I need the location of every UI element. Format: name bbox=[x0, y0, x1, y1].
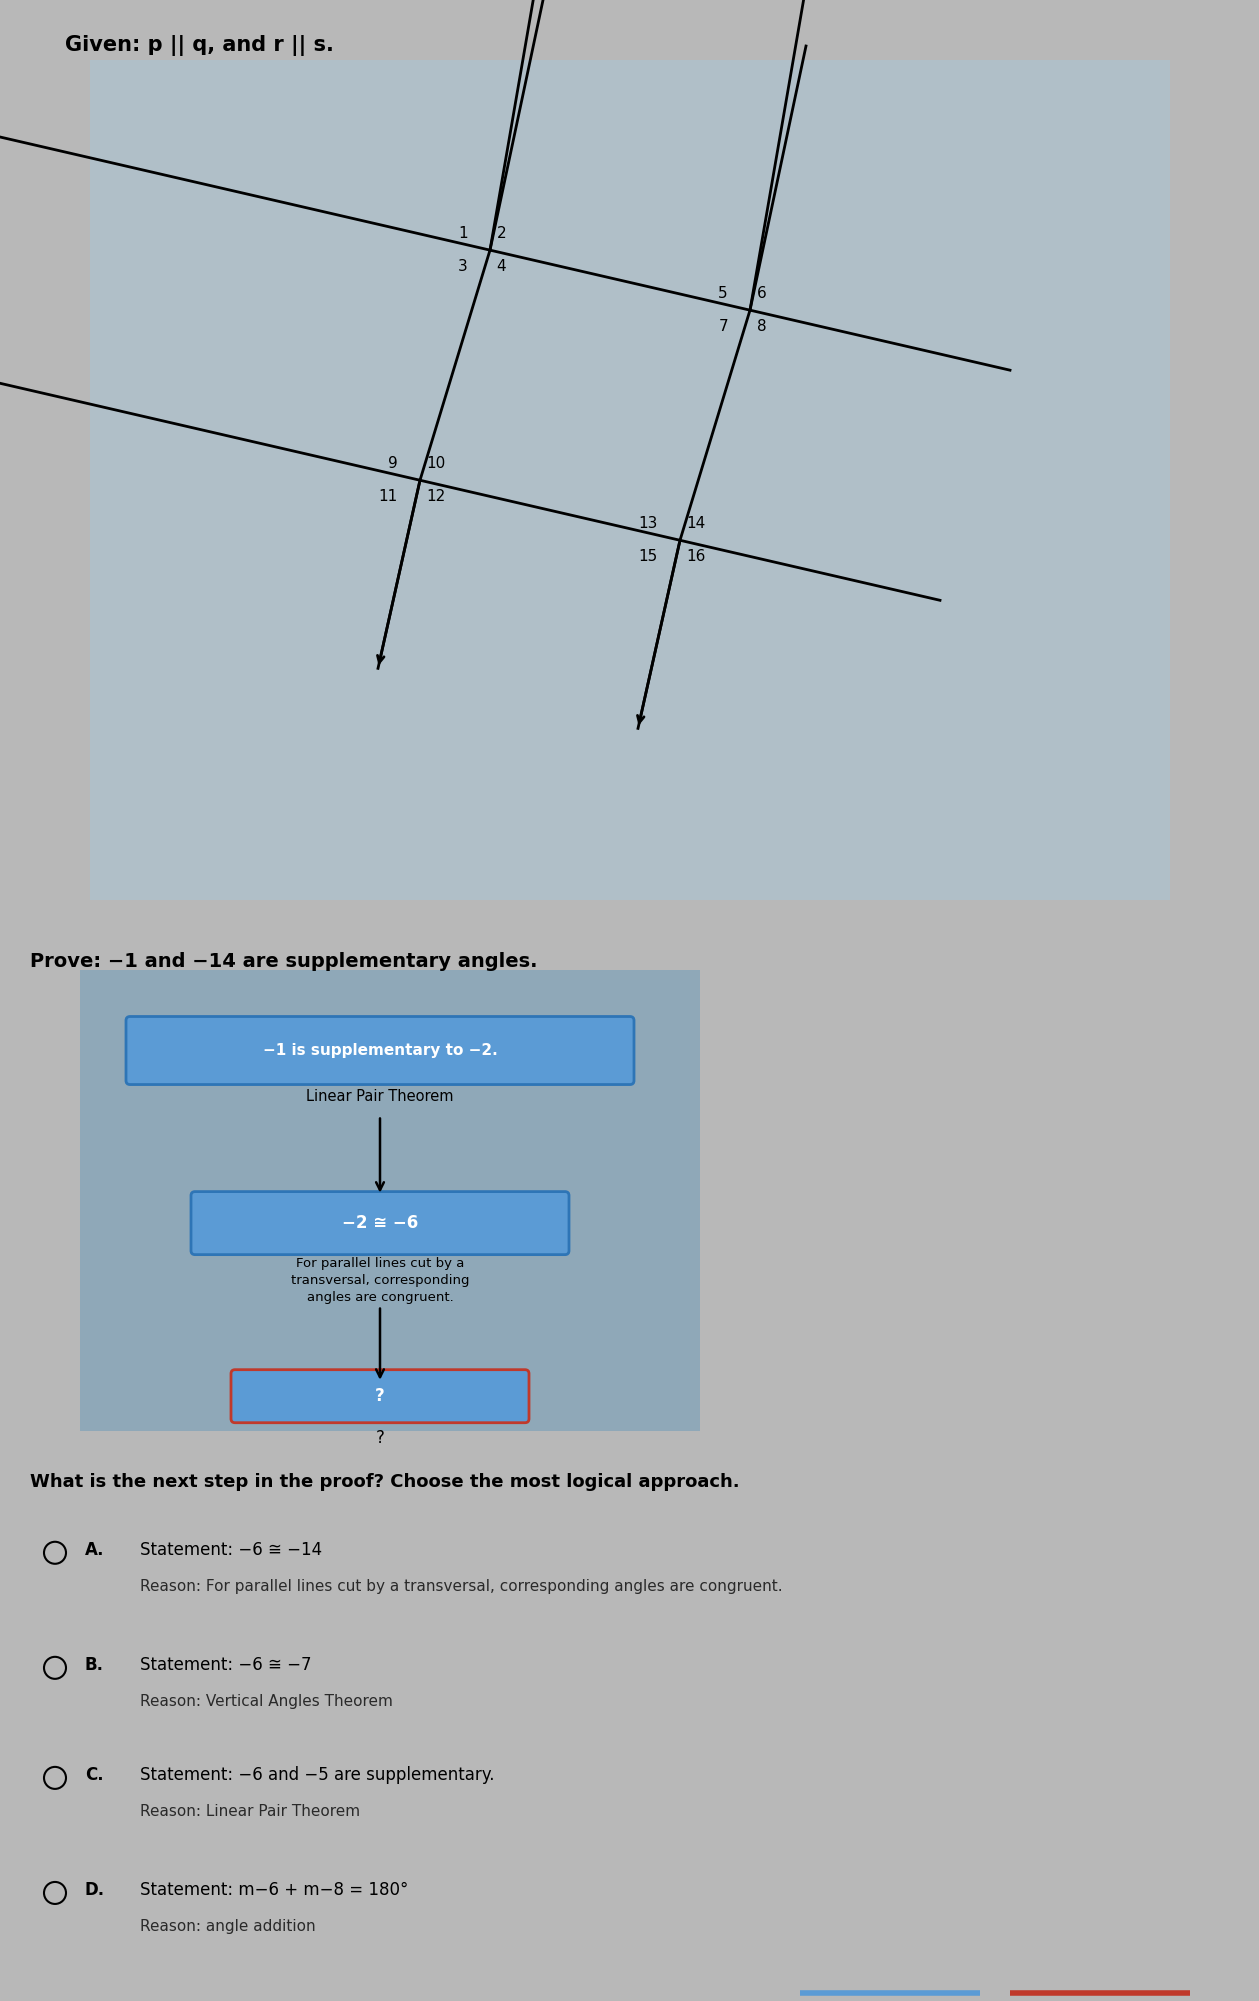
Text: Reason: Linear Pair Theorem: Reason: Linear Pair Theorem bbox=[140, 1805, 360, 1819]
Text: 5: 5 bbox=[719, 286, 728, 302]
Text: ?: ? bbox=[375, 1429, 384, 1447]
Text: Prove: −1 and −14 are supplementary angles.: Prove: −1 and −14 are supplementary angl… bbox=[30, 952, 538, 970]
Text: −1 is supplementary to −2.: −1 is supplementary to −2. bbox=[263, 1043, 497, 1059]
Text: 1: 1 bbox=[458, 226, 468, 242]
Text: 15: 15 bbox=[638, 548, 658, 564]
Text: Statement: −6 and −5 are supplementary.: Statement: −6 and −5 are supplementary. bbox=[140, 1765, 495, 1783]
Text: 7: 7 bbox=[719, 318, 728, 334]
Text: 11: 11 bbox=[379, 488, 398, 504]
Text: 8: 8 bbox=[757, 318, 767, 334]
Text: For parallel lines cut by a
transversal, corresponding
angles are congruent.: For parallel lines cut by a transversal,… bbox=[291, 1257, 470, 1303]
Text: Reason: Vertical Angles Theorem: Reason: Vertical Angles Theorem bbox=[140, 1693, 393, 1709]
FancyBboxPatch shape bbox=[191, 1191, 569, 1255]
Text: 2: 2 bbox=[496, 226, 506, 242]
Text: Statement: −6 ≅ −7: Statement: −6 ≅ −7 bbox=[140, 1655, 311, 1673]
FancyBboxPatch shape bbox=[81, 970, 700, 1431]
Text: 3: 3 bbox=[458, 258, 468, 274]
FancyBboxPatch shape bbox=[230, 1369, 529, 1423]
Text: −2 ≅ −6: −2 ≅ −6 bbox=[342, 1215, 418, 1233]
Text: Reason: angle addition: Reason: angle addition bbox=[140, 1919, 316, 1933]
Text: 13: 13 bbox=[638, 516, 658, 532]
Text: 14: 14 bbox=[686, 516, 706, 532]
Text: What is the next step in the proof? Choose the most logical approach.: What is the next step in the proof? Choo… bbox=[30, 1473, 739, 1491]
Text: A.: A. bbox=[86, 1541, 104, 1559]
Text: 10: 10 bbox=[427, 456, 446, 472]
Text: Statement: m−6 + m−8 = 180°: Statement: m−6 + m−8 = 180° bbox=[140, 1881, 408, 1899]
Text: 6: 6 bbox=[757, 286, 767, 302]
Text: C.: C. bbox=[86, 1765, 103, 1783]
FancyBboxPatch shape bbox=[126, 1017, 635, 1085]
Text: D.: D. bbox=[86, 1881, 104, 1899]
Text: Reason: For parallel lines cut by a transversal, corresponding angles are congru: Reason: For parallel lines cut by a tran… bbox=[140, 1579, 783, 1593]
Text: B.: B. bbox=[86, 1655, 104, 1673]
Text: 9: 9 bbox=[388, 456, 398, 472]
Text: 12: 12 bbox=[427, 488, 446, 504]
Text: 4: 4 bbox=[496, 258, 506, 274]
Text: ?: ? bbox=[375, 1387, 385, 1405]
Text: Given: p || q, and r || s.: Given: p || q, and r || s. bbox=[65, 34, 334, 56]
Text: Linear Pair Theorem: Linear Pair Theorem bbox=[306, 1089, 453, 1103]
Text: 16: 16 bbox=[686, 548, 706, 564]
FancyBboxPatch shape bbox=[89, 60, 1170, 900]
Text: Statement: −6 ≅ −14: Statement: −6 ≅ −14 bbox=[140, 1541, 322, 1559]
